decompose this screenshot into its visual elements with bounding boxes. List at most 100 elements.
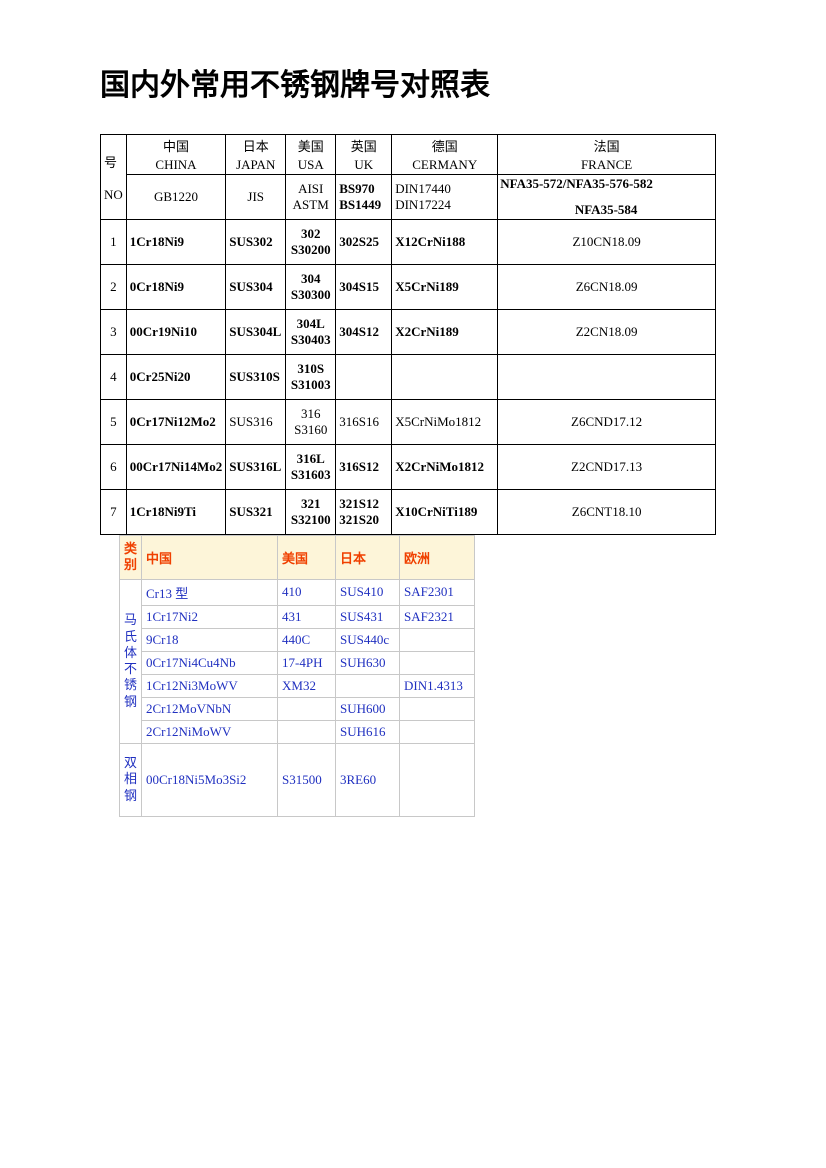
sub-cell-us: 431 <box>278 605 336 628</box>
cell-jp: SUS316 <box>226 400 286 445</box>
cell-no: 7 <box>101 490 127 535</box>
main-comparison-table: 号 NO 中国 日本 美国 英国 德国 法国 CHINA JAPAN USA U… <box>100 134 716 535</box>
sub-cell-cn: 0Cr17Ni4Cu4Nb <box>142 651 278 674</box>
cell-jp: SUS321 <box>226 490 286 535</box>
cell-us: 316 S3160 <box>286 400 336 445</box>
sub-cell-eu <box>400 697 475 720</box>
cell-cn: 1Cr18Ni9 <box>126 220 225 265</box>
cell-fr: Z10CN18.09 <box>498 220 716 265</box>
sub-cell-eu: SAF2321 <box>400 605 475 628</box>
sub-cell-cn: Cr13 型 <box>142 579 278 605</box>
sub-cell-jp: SUH616 <box>336 720 400 743</box>
cell-de: X2CrNi189 <box>392 310 498 355</box>
std-jp: JIS <box>226 175 286 220</box>
cell-cn: 1Cr18Ni9Ti <box>126 490 225 535</box>
cell-uk: 302S25 <box>336 220 392 265</box>
cell-jp: SUS304 <box>226 265 286 310</box>
cell-de: X5CrNi189 <box>392 265 498 310</box>
cell-uk: 316S16 <box>336 400 392 445</box>
category-duplex: 双相钢 <box>120 743 142 816</box>
cell-cn: 0Cr18Ni9 <box>126 265 225 310</box>
table-row: 50Cr17Ni12Mo2SUS316316 S3160316S16X5CrNi… <box>101 400 716 445</box>
hdr-cn-usa: 美国 <box>286 135 336 157</box>
cell-cn: 0Cr25Ni20 <box>126 355 225 400</box>
hdr-cn-china: 中国 <box>126 135 225 157</box>
cell-cn: 00Cr17Ni14Mo2 <box>126 445 225 490</box>
hdr-en-france: FRANCE <box>498 156 716 175</box>
sub-table-row: 2Cr12NiMoWV SUH616 <box>120 720 475 743</box>
cell-fr <box>498 355 716 400</box>
cell-de: X10CrNiTi189 <box>392 490 498 535</box>
sub-cell-us: 440C <box>278 628 336 651</box>
cell-jp: SUS302 <box>226 220 286 265</box>
cell-de: X12CrNi188 <box>392 220 498 265</box>
cell-fr: Z2CND17.13 <box>498 445 716 490</box>
cell-us: 310S S31003 <box>286 355 336 400</box>
sub-cell-cn: 9Cr18 <box>142 628 278 651</box>
table-row: 71Cr18Ni9TiSUS321321 S32100321S12 321S20… <box>101 490 716 535</box>
sub-table-row: 0Cr17Ni4Cu4Nb17-4PHSUH630 <box>120 651 475 674</box>
sub-cell-eu <box>400 743 475 816</box>
header-row-en: CHINA JAPAN USA UK CERMANY FRANCE <box>101 156 716 175</box>
sub-table-row: 9Cr18440CSUS440c <box>120 628 475 651</box>
cell-fr: Z6CN18.09 <box>498 265 716 310</box>
sub-category-table: 类别 中国 美国 日本 欧洲 马氏体不锈钢Cr13 型410SUS410SAF2… <box>119 535 475 817</box>
cell-us: 321 S32100 <box>286 490 336 535</box>
sub-cell-jp <box>336 674 400 697</box>
cell-no: 4 <box>101 355 127 400</box>
table-row: 40Cr25Ni20SUS310S310S S31003 <box>101 355 716 400</box>
hdr-cn-uk: 英国 <box>336 135 392 157</box>
std-fr-line2: NFA35-584 <box>500 202 712 218</box>
cell-jp: SUS304L <box>226 310 286 355</box>
sub-hdr-cat: 类别 <box>120 536 142 580</box>
cell-us: 304L S30403 <box>286 310 336 355</box>
hdr-en-usa: USA <box>286 156 336 175</box>
table-row: 600Cr17Ni14Mo2SUS316L316L S31603316S12X2… <box>101 445 716 490</box>
hdr-cn-japan: 日本 <box>226 135 286 157</box>
cell-fr: Z2CN18.09 <box>498 310 716 355</box>
sub-cell-eu: SAF2301 <box>400 579 475 605</box>
cell-cn: 00Cr19Ni10 <box>126 310 225 355</box>
sub-cell-cn: 1Cr12Ni3MoWV <box>142 674 278 697</box>
page-title: 国内外常用不锈钢牌号对照表 <box>100 60 736 104</box>
cell-uk <box>336 355 392 400</box>
cell-no: 2 <box>101 265 127 310</box>
sub-table-row: 马氏体不锈钢Cr13 型410SUS410SAF2301 <box>120 579 475 605</box>
sub-cell-cn: 2Cr12NiMoWV <box>142 720 278 743</box>
cell-fr: Z6CNT18.10 <box>498 490 716 535</box>
sub-hdr-eu: 欧洲 <box>400 536 475 580</box>
sub-cell-jp: SUS440c <box>336 628 400 651</box>
sub-cell-us: 410 <box>278 579 336 605</box>
table-row: 300Cr19Ni10SUS304L304L S30403304S12X2CrN… <box>101 310 716 355</box>
std-fr-line1: NFA35-572/NFA35-576-582 <box>500 176 653 191</box>
header-row-cn: 号 NO 中国 日本 美国 英国 德国 法国 <box>101 135 716 157</box>
standards-row: GB1220 JIS AISI ASTM BS970 BS1449 DIN174… <box>101 175 716 220</box>
sub-cell-us <box>278 720 336 743</box>
sub-cell-jp: SUS431 <box>336 605 400 628</box>
sub-cell-us: S31500 <box>278 743 336 816</box>
hdr-en-china: CHINA <box>126 156 225 175</box>
sub-cell-cn: 1Cr17Ni2 <box>142 605 278 628</box>
cell-uk: 321S12 321S20 <box>336 490 392 535</box>
cell-cn: 0Cr17Ni12Mo2 <box>126 400 225 445</box>
sub-cell-us: XM32 <box>278 674 336 697</box>
sub-cell-jp: 3RE60 <box>336 743 400 816</box>
std-cn: GB1220 <box>126 175 225 220</box>
cell-no: 6 <box>101 445 127 490</box>
sub-cell-cn: 2Cr12MoVNbN <box>142 697 278 720</box>
cell-us: 302 S30200 <box>286 220 336 265</box>
hdr-en-japan: JAPAN <box>226 156 286 175</box>
cell-us: 316L S31603 <box>286 445 336 490</box>
cell-uk: 316S12 <box>336 445 392 490</box>
cell-us: 304 S30300 <box>286 265 336 310</box>
sub-hdr-cn: 中国 <box>142 536 278 580</box>
std-uk: BS970 BS1449 <box>336 175 392 220</box>
cell-jp: SUS310S <box>226 355 286 400</box>
cell-jp: SUS316L <box>226 445 286 490</box>
sub-cell-jp: SUS410 <box>336 579 400 605</box>
category-martensitic: 马氏体不锈钢 <box>120 579 142 743</box>
hdr-en-germany: CERMANY <box>392 156 498 175</box>
cell-no: 5 <box>101 400 127 445</box>
sub-table-row: 1Cr17Ni2431SUS431SAF2321 <box>120 605 475 628</box>
cell-de: X5CrNiMo1812 <box>392 400 498 445</box>
